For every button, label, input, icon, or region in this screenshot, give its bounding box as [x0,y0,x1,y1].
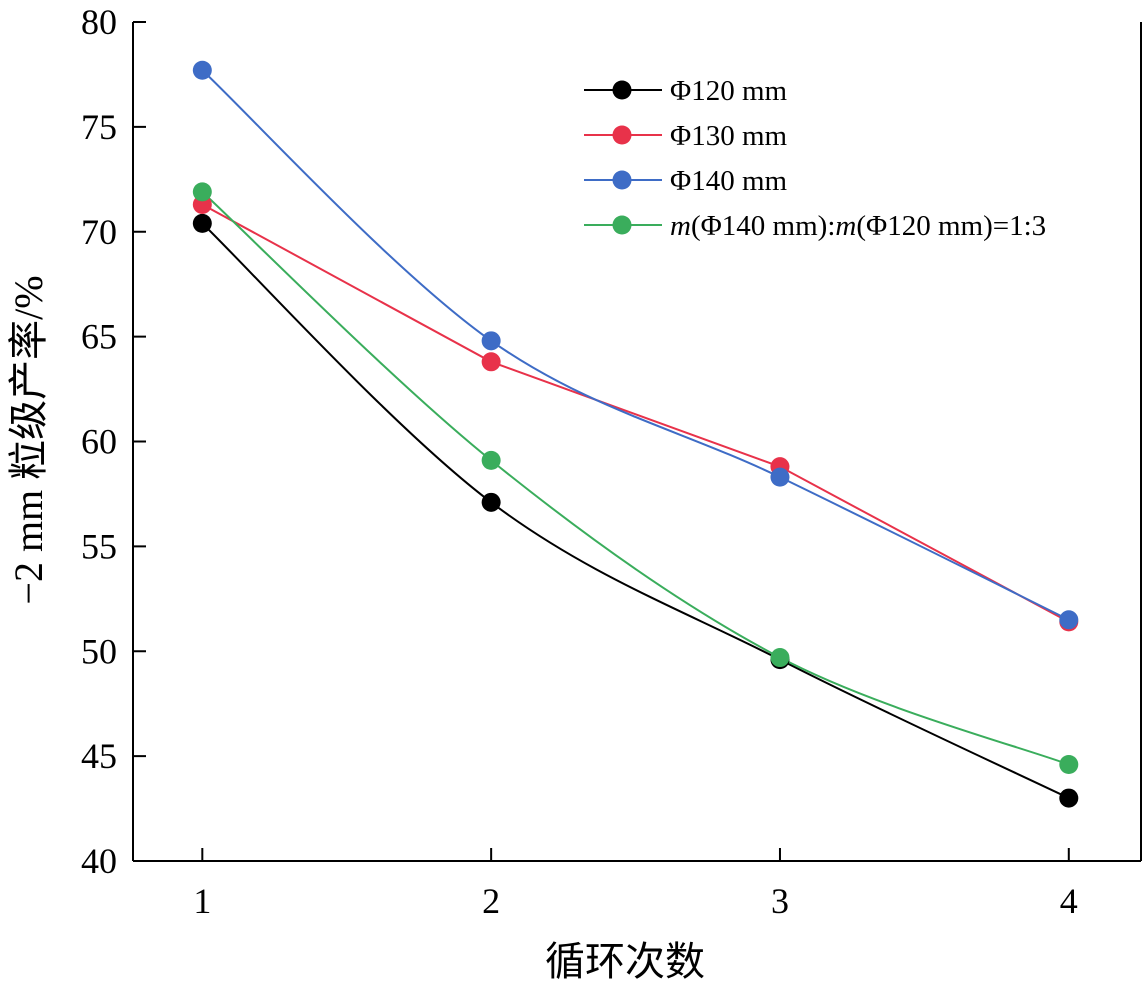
legend-marker-3 [612,170,632,190]
series-line-1 [201,222,1070,799]
data-point-s4-x4 [1059,755,1079,775]
data-point-s3-x2 [481,331,501,351]
axes: 40 45 50 55 60 65 70 75 80 1 2 3 4 [81,2,1142,921]
y-tick-label-60: 60 [81,422,117,462]
data-point-s4-x2 [481,450,501,470]
x-tick-label-3: 3 [771,881,789,921]
y-tick-label-65: 65 [81,317,117,357]
x-axis-label: 循环次数 [545,939,705,984]
data-point-s4-x1 [192,182,212,202]
legend-marker-4 [612,215,632,235]
data-point-s2-x2 [481,352,501,372]
y-tick-label-40: 40 [81,841,117,881]
legend-label-1: Φ120 mm [670,75,788,107]
legend-label-4: m(Φ140 mm):m(Φ120 mm)=1:3 [670,210,1046,242]
x-tick-label-4: 4 [1060,881,1078,921]
series-lines [201,69,1070,799]
series-line-2 [201,203,1070,623]
y-tick-label-75: 75 [81,107,117,147]
y-tick-label-80: 80 [81,2,117,42]
y-tick-label-55: 55 [81,526,117,566]
data-point-s3-x1 [192,60,212,80]
data-point-s3-x3 [770,467,790,487]
data-point-s1-x1 [192,213,212,233]
data-point-s1-x4 [1059,788,1079,808]
legend-label-3: Φ140 mm [670,165,788,197]
series-line-3 [201,69,1070,621]
y-axis-label: −2 mm 粒级产率/% [6,275,51,604]
data-point-s3-x4 [1059,610,1079,630]
data-point-s1-x2 [481,492,501,512]
x-tick-label-2: 2 [482,881,500,921]
data-point-s4-x3 [770,648,790,668]
legend-marker-2 [612,125,632,145]
legend: Φ120 mm Φ130 mm Φ140 mm m(Φ140 mm):m(Φ120 m… [584,75,1046,242]
legend-marker-1 [612,80,632,100]
x-tick-label-1: 1 [193,881,211,921]
y-tick-label-70: 70 [81,212,117,252]
series-line-4 [201,191,1070,766]
y-tick-label-45: 45 [81,736,117,776]
series-points [192,60,1079,808]
y-tick-label-50: 50 [81,631,117,671]
legend-label-2: Φ130 mm [670,120,788,152]
